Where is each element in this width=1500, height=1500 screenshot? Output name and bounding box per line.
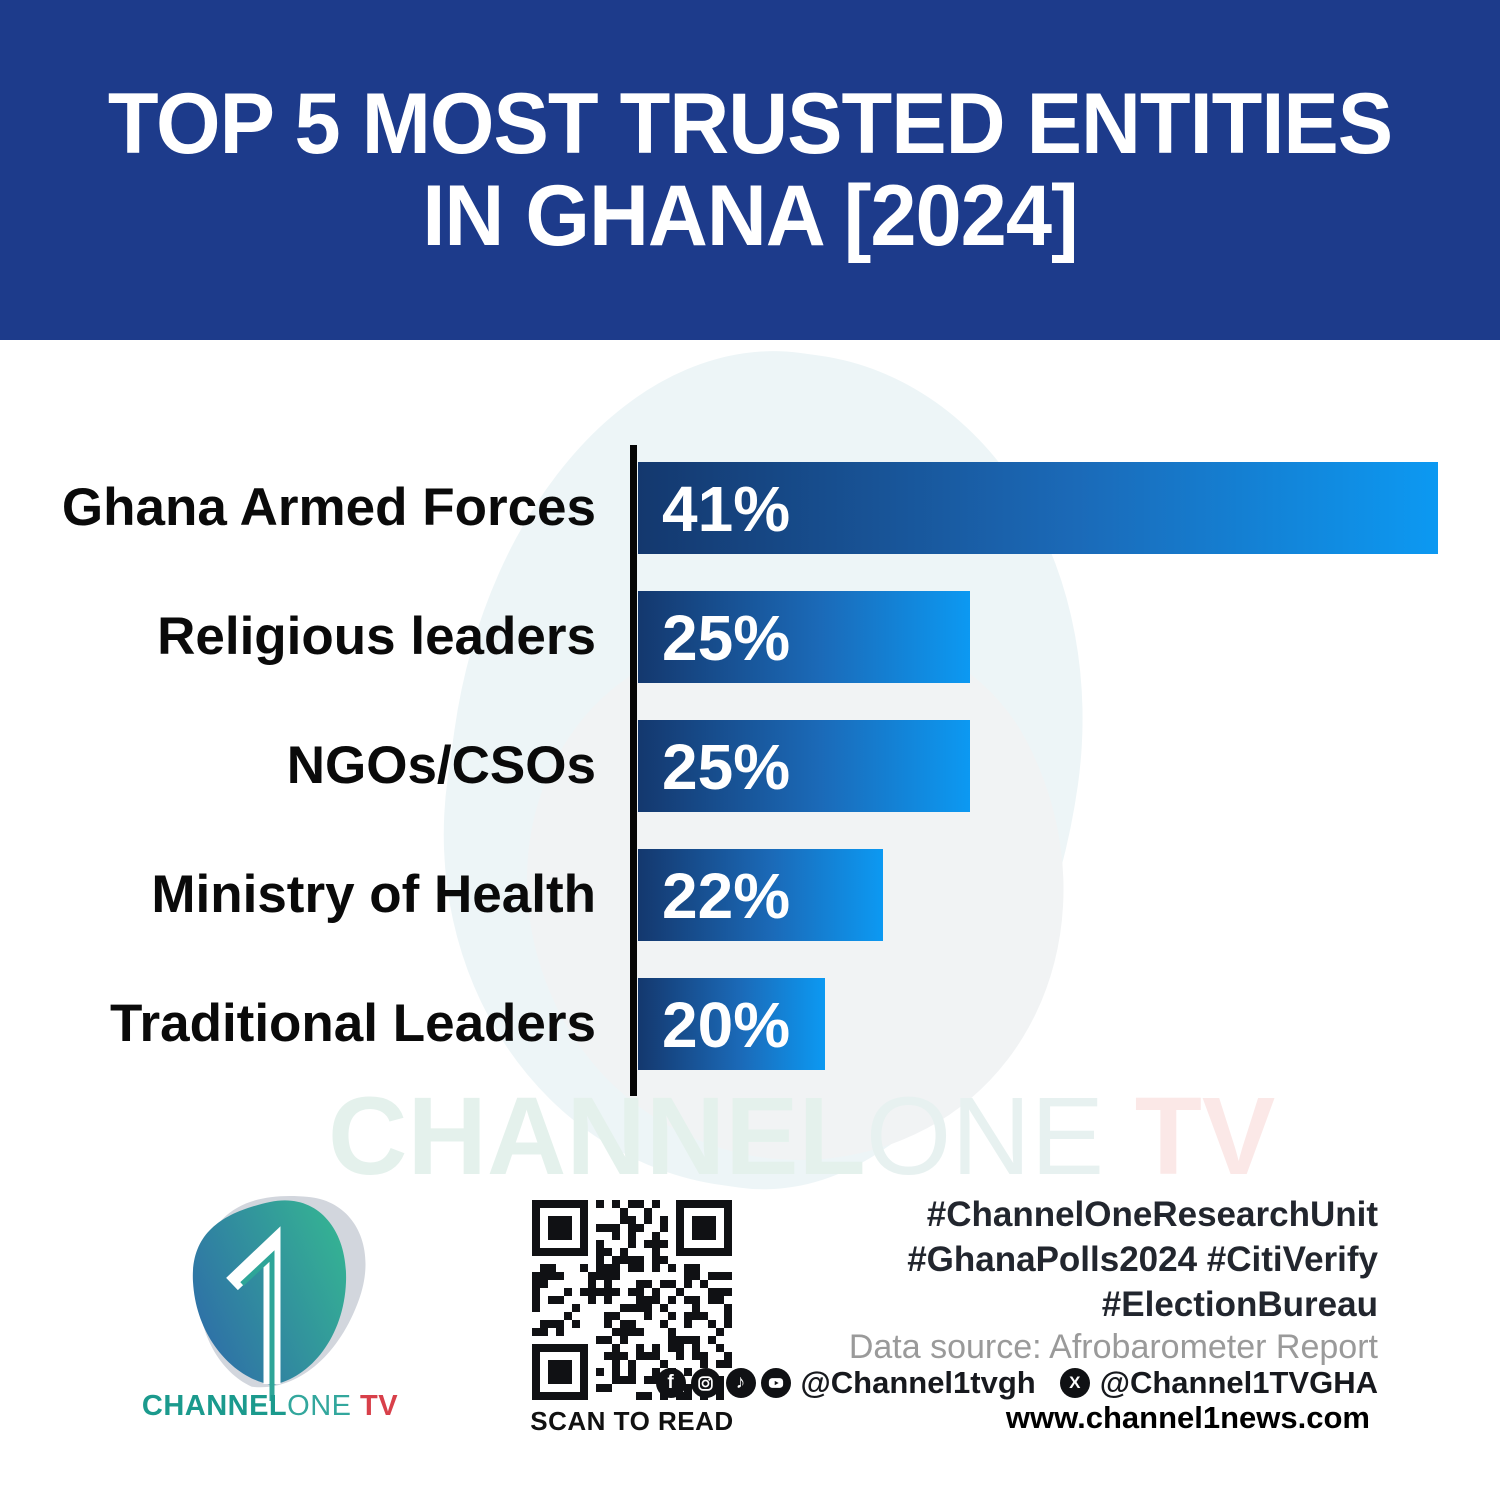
chart-axis-line: [630, 445, 637, 1096]
logo-one-stem: [240, 1250, 275, 1401]
bar-traditional-leaders: 20%: [638, 978, 825, 1070]
bar-value-label: 22%: [662, 860, 791, 932]
chart-row: NGOs/CSOs 25%: [0, 720, 1500, 812]
bar-ngos-csos: 25%: [638, 720, 970, 812]
page-title-line2: IN GHANA [2024]: [422, 167, 1078, 264]
category-label: Ghana Armed Forces: [61, 478, 596, 537]
bar-value-label: 41%: [662, 473, 791, 545]
qr-caption: SCAN TO READ: [530, 1406, 734, 1436]
header-banner: TOP 5 MOST TRUSTED ENTITIES IN GHANA [20…: [0, 0, 1500, 340]
category-label: Ministry of Health: [151, 865, 596, 924]
logo-word-one: ONE: [287, 1390, 352, 1422]
bar-religious-leaders: 25%: [638, 591, 970, 683]
logo-word-tv: TV: [351, 1390, 399, 1422]
bar-ghana-armed-forces: 41%: [638, 462, 1438, 554]
bar-ministry-of-health: 22%: [638, 849, 883, 941]
bar-value-label: 20%: [662, 989, 791, 1061]
hashtag-line: #ElectionBureau: [1101, 1285, 1378, 1324]
instagram-icon: [690, 1368, 721, 1398]
social-handle-x: @Channel1TVGHA: [1099, 1365, 1378, 1400]
watermark-channel: CHANNEL: [328, 1075, 866, 1198]
watermark-one: ONE: [865, 1075, 1105, 1198]
channel-one-logo: [192, 1196, 366, 1401]
category-label: NGOs/CSOs: [286, 736, 596, 795]
hashtag-line: #GhanaPolls2024 #CitiVerify: [907, 1240, 1378, 1279]
category-label: Traditional Leaders: [110, 994, 596, 1053]
watermark-tv: TV: [1104, 1075, 1276, 1198]
facebook-icon: f: [655, 1368, 686, 1398]
chart-row: Ministry of Health 22%: [0, 849, 1500, 941]
chart-row: Traditional Leaders 20%: [0, 978, 1500, 1070]
youtube-icon: [760, 1368, 791, 1398]
tiktok-icon: ♪: [725, 1368, 756, 1398]
hashtag-line: #ChannelOneResearchUnit: [926, 1195, 1378, 1234]
page-title-line1: TOP 5 MOST TRUSTED ENTITIES: [107, 75, 1393, 172]
bar-value-label: 25%: [662, 731, 791, 803]
chart-row: Ghana Armed Forces 41%: [0, 462, 1500, 554]
social-handle-main: @Channel1tvgh: [800, 1365, 1036, 1400]
logo-wordmark: CHANNELONE TV: [130, 1390, 410, 1423]
hashtags-block: #ChannelOneResearchUnit #GhanaPolls2024 …: [907, 1192, 1378, 1327]
data-source-text: Data source: Afrobarometer Report: [848, 1328, 1378, 1366]
watermark-brand-text: CHANNELONE TV: [328, 1082, 1275, 1192]
logo-word-channel: CHANNEL: [141, 1390, 288, 1422]
chart-row: Religious leaders 25%: [0, 591, 1500, 683]
bar-value-label: 25%: [662, 602, 791, 674]
social-row: f ♪ @Channel1tvgh X @Channel1TVGHA: [651, 1365, 1378, 1401]
x-icon: X: [1059, 1368, 1090, 1398]
website-url: www.channel1news.com: [1005, 1400, 1370, 1435]
category-label: Religious leaders: [157, 607, 596, 666]
